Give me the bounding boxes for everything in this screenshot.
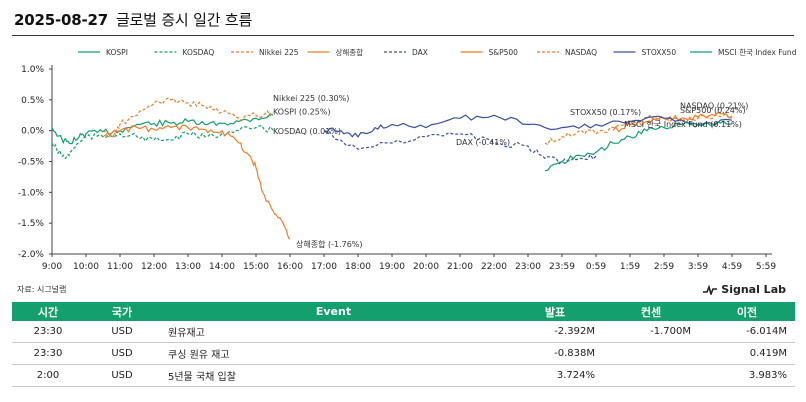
- series-end-label: S&P500 (0.24%): [680, 106, 746, 115]
- series-end-label: 상해종합 (-1.76%): [296, 239, 363, 249]
- x-tick-label: 11:00: [107, 262, 133, 272]
- x-tick-label: 14:00: [209, 262, 235, 272]
- cell-actual: -2.392M: [507, 321, 603, 343]
- table-row: 23:30 USD 쿠싱 원유 재고 -0.838M 0.419M: [12, 342, 795, 365]
- series-end-label: MSCI 한국 Index Fund (0.11%): [624, 120, 742, 129]
- x-tick-label: 23:00: [515, 262, 541, 272]
- col-event: Event: [160, 302, 507, 321]
- x-tick-label: 5:59: [756, 262, 776, 272]
- source-note: 자료: 시그널랩: [17, 285, 67, 294]
- cell-event: 5년물 국채 입찰: [160, 364, 507, 387]
- cell-time: 2:00: [12, 364, 84, 387]
- x-tick-label: 15:00: [243, 262, 269, 272]
- cell-country: USD: [84, 342, 160, 365]
- brand-name: Signal Lab: [721, 283, 786, 296]
- col-country: 국가: [84, 302, 160, 321]
- cell-time: 23:30: [12, 342, 84, 365]
- series-line: [544, 120, 733, 172]
- event-table: 시간 국가 Event 발표 컨센 이전 23:30 USD 원유재고 -2.3…: [12, 302, 795, 387]
- series-line: [544, 113, 733, 146]
- title-subtitle: 글로벌 증시 일간 흐름: [115, 11, 253, 29]
- title-date: 2025-08-27: [14, 11, 108, 29]
- x-tick-label: 13:00: [175, 262, 201, 272]
- series-end-label: NASDAQ (0.21%): [680, 102, 748, 111]
- y-tick-label: 1.0%: [21, 65, 44, 75]
- cell-previous: -6.014M: [699, 321, 795, 343]
- legend-label: KOSPI: [106, 48, 128, 57]
- cell-consensus: [603, 364, 699, 387]
- x-tick-label: 12:00: [141, 262, 167, 272]
- x-tick-label: 9:00: [42, 262, 62, 272]
- x-tick-label: 16:00: [277, 262, 303, 272]
- y-tick-label: -1.0%: [18, 188, 45, 198]
- series-line: [51, 113, 274, 145]
- cell-event: 원유재고: [160, 321, 507, 343]
- legend-label: MSCI 한국 Index Fund: [718, 48, 797, 57]
- legend-label: DAX: [412, 48, 428, 57]
- x-tick-label: 17:00: [311, 262, 337, 272]
- series-end-label: Nikkei 225 (0.30%): [273, 94, 349, 103]
- col-actual: 발표: [507, 302, 603, 321]
- x-tick-label: 20:00: [413, 262, 439, 272]
- y-tick-label: -1.5%: [18, 219, 45, 229]
- legend-label: NASDAQ: [565, 48, 597, 57]
- legend-label: S&P500: [489, 48, 519, 57]
- brand-logo: Signal Lab: [703, 283, 786, 296]
- cell-actual: -0.838M: [507, 342, 603, 365]
- table-header-row: 시간 국가 Event 발표 컨센 이전: [12, 302, 795, 321]
- cell-previous: 3.983%: [699, 364, 795, 387]
- x-tick-label: 19:00: [379, 262, 405, 272]
- y-tick-label: 0.5%: [21, 96, 44, 106]
- col-previous: 이전: [699, 302, 795, 321]
- title-divider: [12, 35, 794, 36]
- series-line: [323, 114, 733, 138]
- series-line: [323, 130, 597, 165]
- series-line: [51, 124, 274, 160]
- x-tick-label: 3:59: [688, 262, 708, 272]
- x-tick-label: 0:59: [586, 262, 606, 272]
- series-end-label: DAX (-0.41%): [456, 138, 510, 147]
- series-line: [102, 124, 291, 240]
- legend-label: 상해종합: [336, 47, 364, 57]
- series-end-label: STOXX50 (0.17%): [570, 108, 641, 117]
- x-tick-label: 21:00: [447, 262, 473, 272]
- signal-icon: [703, 284, 718, 295]
- col-consensus: 컨센: [603, 302, 699, 321]
- x-tick-label: 2:59: [654, 262, 674, 272]
- x-tick-label: 1:59: [620, 262, 640, 272]
- line-chart: 1.0% 0.5% 0.0% -0.5% -1.0% -1.5% -2.0% 9:00 10:0…: [18, 47, 797, 272]
- x-tick-label: 22:00: [481, 262, 507, 272]
- col-time: 시간: [12, 302, 84, 321]
- x-tick-label: 23:59: [549, 262, 575, 272]
- cell-time: 23:30: [12, 321, 84, 343]
- x-tick-label: 18:00: [345, 262, 371, 272]
- cell-consensus: -1.700M: [603, 321, 699, 343]
- series-end-label: KOSPI (0.25%): [273, 107, 331, 116]
- table-row: 2:00 USD 5년물 국채 입찰 3.724% 3.983%: [12, 364, 795, 387]
- legend-label: Nikkei 225: [259, 48, 299, 57]
- y-tick-label: 0.0%: [21, 127, 44, 137]
- cell-event: 쿠싱 원유 재고: [160, 342, 507, 365]
- legend-label: STOXX50: [642, 48, 677, 57]
- x-tick-label: 4:59: [722, 262, 742, 272]
- cell-country: USD: [84, 364, 160, 387]
- cell-previous: 0.419M: [699, 342, 795, 365]
- table-row: 23:30 USD 원유재고 -2.392M -1.700M -6.014M: [12, 321, 795, 343]
- cell-actual: 3.724%: [507, 364, 603, 387]
- series-end-label: KOSDAQ (0.01%): [273, 127, 341, 136]
- cell-country: USD: [84, 321, 160, 343]
- chart-title: 2025-08-27 글로벌 증시 일간 흐름: [14, 9, 252, 30]
- series-line: [102, 97, 274, 138]
- cell-consensus: [603, 342, 699, 365]
- x-tick-label: 10:00: [73, 262, 99, 272]
- y-tick-label: -2.0%: [18, 250, 45, 260]
- legend-label: KOSDAQ: [183, 48, 215, 57]
- y-tick-label: -0.5%: [18, 158, 45, 168]
